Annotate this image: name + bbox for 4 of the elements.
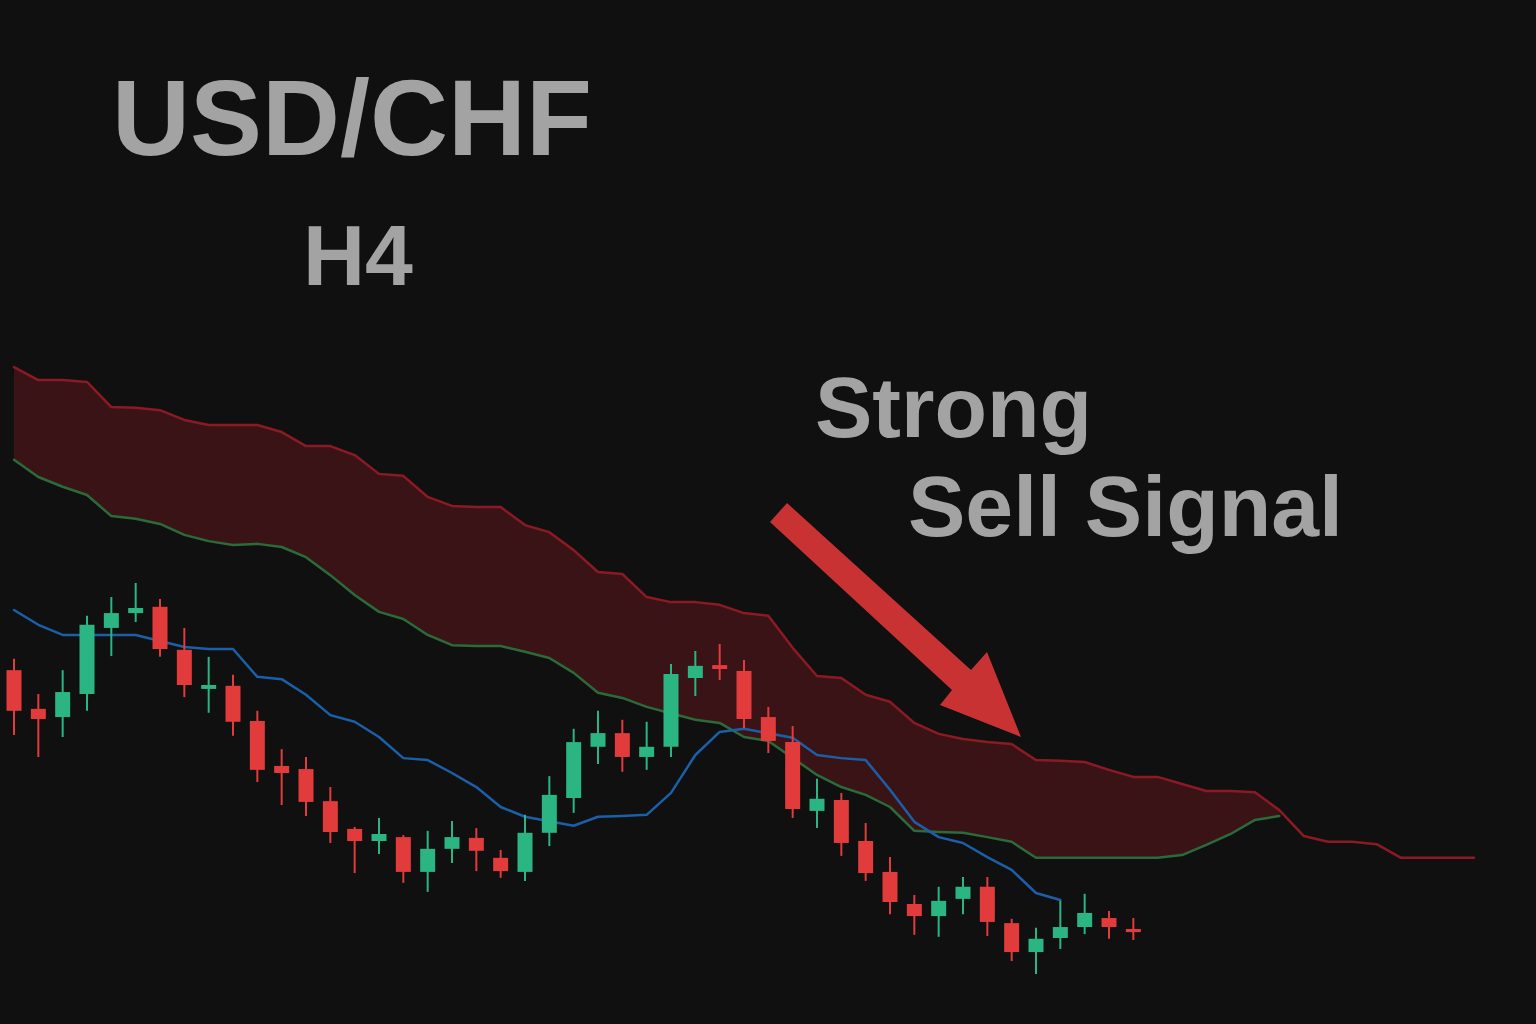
text: USD/CHF <box>112 57 592 178</box>
text: H4 <box>303 207 413 303</box>
annotation: Strong Sell Signal <box>815 358 1343 556</box>
candlestick <box>201 656 217 713</box>
